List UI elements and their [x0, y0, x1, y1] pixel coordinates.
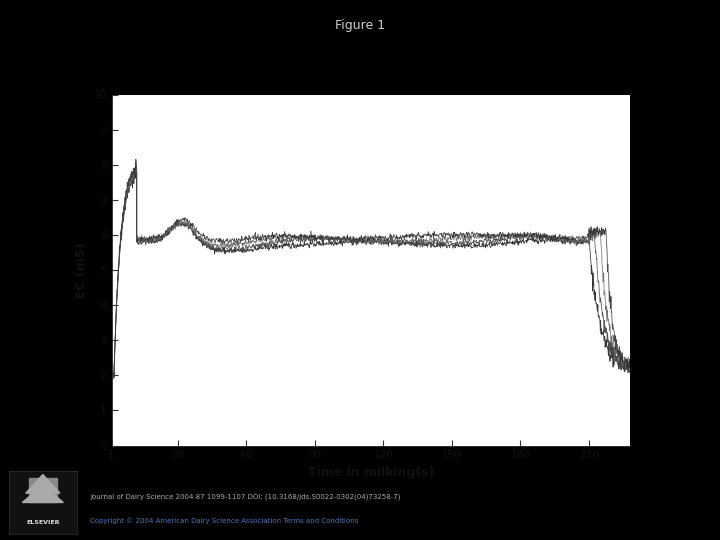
Y-axis label: EC (mS): EC (mS) [75, 242, 88, 298]
Text: Copyright © 2004 American Dairy Science Association Terms and Conditions: Copyright © 2004 American Dairy Science … [90, 517, 359, 524]
Bar [29, 477, 56, 502]
Polygon shape [26, 475, 60, 493]
Text: ELSEVIER: ELSEVIER [26, 520, 60, 525]
Polygon shape [22, 485, 63, 502]
Text: Figure 1: Figure 1 [335, 19, 385, 32]
Text: Journal of Dairy Science 2004 87 1099-1107 DOI: (10.3168/jds.S0022-0302(04)73258: Journal of Dairy Science 2004 87 1099-11… [90, 493, 400, 500]
X-axis label: Time in milking(s): Time in milking(s) [307, 466, 434, 479]
